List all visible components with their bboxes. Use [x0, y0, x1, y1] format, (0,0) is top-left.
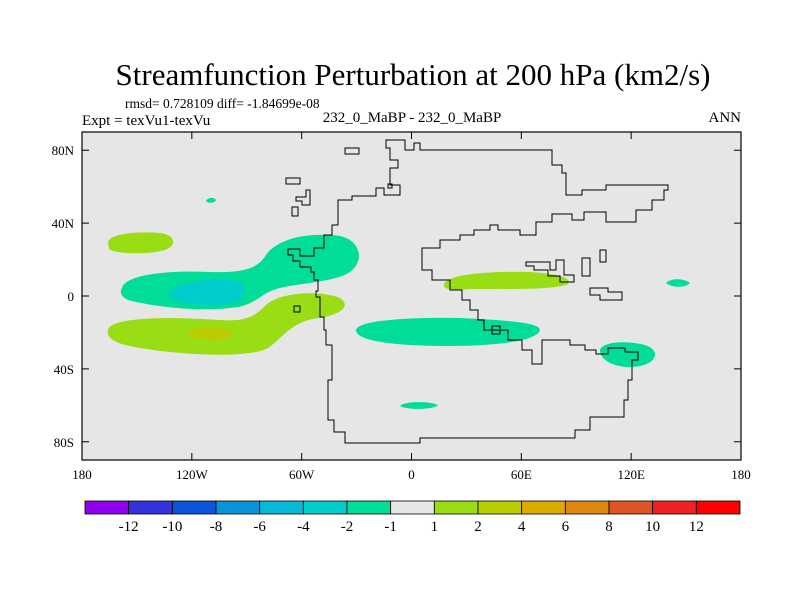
colorbar-swatch: [477, 500, 523, 515]
experiment-label: Expt = texVu1-texVu: [82, 113, 211, 129]
colorbar-label: -1: [384, 519, 397, 535]
colorbar-label: 12: [689, 519, 704, 535]
x-tick-label: 0: [408, 467, 415, 482]
y-tick-label: 80N: [52, 143, 75, 158]
y-tick-label: 40N: [52, 216, 75, 231]
colorbar-swatch: [652, 500, 697, 515]
colorbar-swatch: [390, 500, 435, 515]
colorbar-swatch: [171, 500, 217, 515]
colorbar-swatch: [346, 500, 392, 515]
x-axis: 180 120W 60W 0 60E 120E 180: [72, 132, 751, 482]
x-tick-label: 60W: [289, 467, 315, 482]
y-tick-label: 0: [68, 289, 75, 304]
colorbar-label: 10: [645, 519, 660, 535]
chart-title: Streamfunction Perturbation at 200 hPa (…: [116, 57, 711, 92]
south-atlantic-negative: [356, 317, 540, 346]
colorbar-label: 6: [562, 519, 570, 535]
north-pacific-negative: [206, 197, 216, 203]
contour-fills: [107, 197, 690, 409]
colorbar: -12 -10 -8 -6 -4 -2 -1 1 2 4 6 8 10 12: [84, 500, 741, 535]
colorbar-label: 4: [518, 519, 526, 535]
stats-line: rmsd= 0.728109 diff= -1.84699e-08: [125, 96, 320, 111]
colorbar-swatch: [302, 500, 348, 515]
x-tick-label: 120W: [176, 467, 209, 482]
y-axis: 80N 40N 0 40S 80S: [52, 143, 741, 450]
colorbar-swatch: [128, 500, 173, 515]
x-tick-label: 60E: [511, 467, 532, 482]
colorbar-swatch: [215, 500, 261, 515]
y-tick-label: 80S: [54, 435, 74, 450]
colorbar-swatch: [521, 500, 566, 515]
colorbar-label: 2: [474, 519, 482, 535]
y-tick-label: 40S: [54, 362, 74, 377]
coastlines: [285, 139, 669, 444]
x-tick-label: 120E: [617, 467, 645, 482]
season-label: ANN: [709, 110, 742, 126]
colorbar-swatch: [259, 500, 304, 515]
south-pacific-positive: [107, 293, 345, 355]
colorbar-label: -8: [210, 519, 223, 535]
colorbar-label: -4: [297, 519, 310, 535]
x-tick-label: 180: [731, 467, 751, 482]
nw-pacific-positive: [108, 232, 174, 254]
west-pacific-negative: [666, 279, 690, 287]
colorbar-swatch: [84, 500, 130, 515]
colorbar-label: -12: [119, 519, 139, 535]
colorbar-label: -10: [162, 519, 182, 535]
colorbar-swatch: [564, 500, 610, 515]
equatorial-pacific-minimum: [169, 279, 245, 305]
colorbar-label: 8: [605, 519, 613, 535]
colorbar-swatch: [433, 500, 479, 515]
x-tick-label: 180: [72, 467, 92, 482]
colorbar-label: 1: [431, 519, 439, 535]
colorbar-swatch: [695, 500, 741, 515]
indian-ocean-positive: [443, 271, 569, 290]
southern-ocean-negative: [400, 402, 438, 409]
colorbar-label: -6: [253, 519, 266, 535]
colorbar-label: -2: [341, 519, 354, 535]
case-label: 232_0_MaBP - 232_0_MaBP: [323, 110, 502, 126]
colorbar-swatch: [608, 500, 654, 515]
south-pacific-maximum: [187, 327, 232, 340]
